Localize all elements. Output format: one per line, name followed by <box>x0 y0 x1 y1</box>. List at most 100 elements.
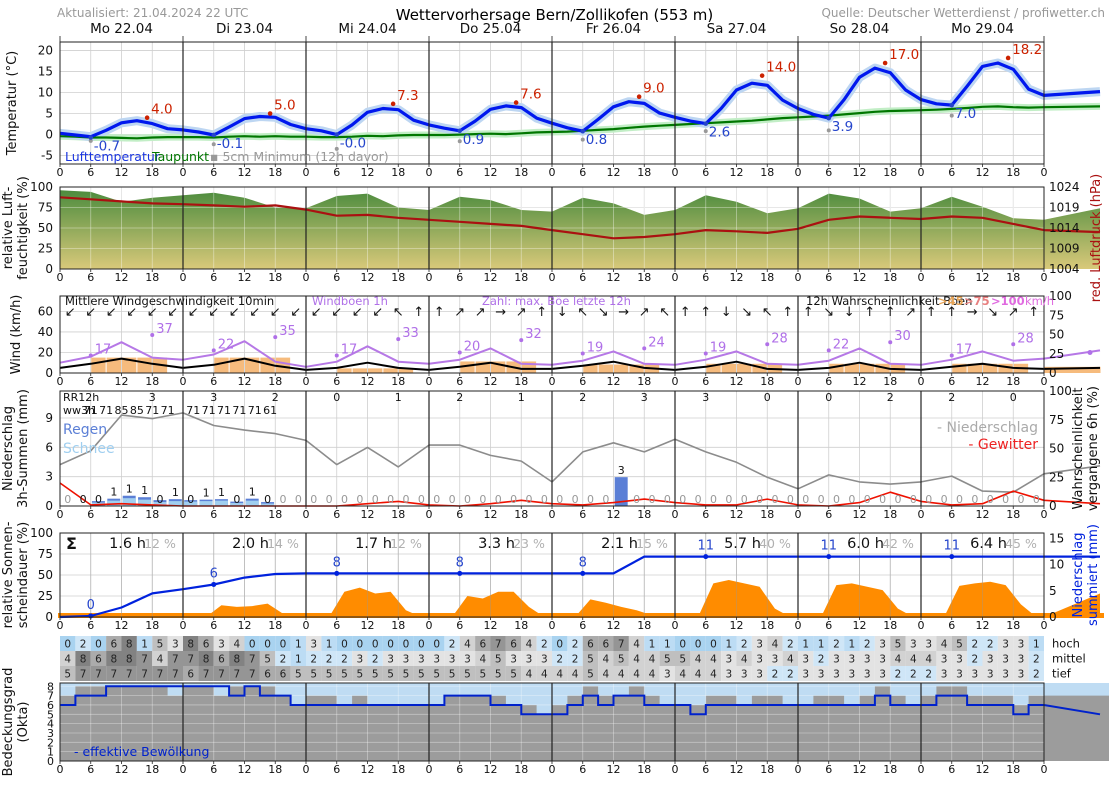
gust-prob-bar <box>875 363 890 373</box>
okta-cell-value: 0 <box>695 639 702 651</box>
okta-cell <box>367 651 383 666</box>
gust-num-label: 37 <box>156 322 173 337</box>
precip-3h-label: 0 <box>326 493 333 506</box>
x-tick-label: 0 <box>57 271 64 284</box>
okta-cell <box>905 651 921 666</box>
okta-cell-value: 4 <box>695 654 702 666</box>
max-temp-label: 7.6 <box>520 87 541 103</box>
okta-cell <box>75 636 91 651</box>
x-tick-label: 6 <box>702 271 709 284</box>
okta-cell <box>136 651 153 666</box>
okta-cell-value: 4 <box>895 654 902 666</box>
okta-cell <box>490 666 506 681</box>
x-tick-label: 12 <box>484 508 498 521</box>
x-tick-label: 0 <box>795 763 802 776</box>
precip-3h-label: 1 <box>141 484 148 497</box>
okta-cell <box>213 651 230 666</box>
precip-3h-label: 0 <box>971 493 978 506</box>
x-tick-label: 6 <box>333 619 340 632</box>
okta-cell <box>336 666 353 681</box>
okta-cell-value: 4 <box>633 639 640 651</box>
day-sun-pct: 42 % <box>882 536 914 551</box>
okta-cell-value: 0 <box>341 639 348 651</box>
okta-cell-value: 7 <box>95 669 102 681</box>
wind-direction-arrow: ↘ <box>823 305 834 320</box>
okta-cell <box>521 651 537 666</box>
x-tick-label: 12 <box>730 508 744 521</box>
x-tick-label: 18 <box>391 166 405 179</box>
wind-direction-arrow: ↗ <box>905 305 916 320</box>
x-tick-label: 6 <box>210 508 217 521</box>
y-tick-label: 0 <box>45 366 53 380</box>
gust-edge-dot <box>1087 349 1093 355</box>
x-tick-label: 6 <box>579 166 586 179</box>
x-tick-label: 12 <box>730 166 744 179</box>
gust-prob-bar <box>521 361 537 373</box>
y-tick-label: 3 <box>45 470 53 484</box>
okta-cell-value: 0 <box>710 639 717 651</box>
okta-cell-value: 0 <box>387 639 394 651</box>
okta-cell-value: 2 <box>326 654 333 666</box>
okta-cell-value: 2 <box>280 654 287 666</box>
x-tick-label: 6 <box>948 271 955 284</box>
okta-cell-value: 5 <box>895 639 902 651</box>
precip-3h-label: 0 <box>894 493 901 506</box>
legend-min5cm: ▪ 5cm Minimum (12h davor) <box>210 149 389 164</box>
x-tick-label: 0 <box>672 508 679 521</box>
okta-cell <box>321 636 337 651</box>
gust-num-dot <box>765 342 770 347</box>
okta-cell-value: 7 <box>618 639 625 651</box>
x-tick-label: 6 <box>456 508 463 521</box>
okta-cell-value: 2 <box>310 654 317 666</box>
x-tick-label: 18 <box>637 619 651 632</box>
okta-row-label: tief <box>1052 667 1072 681</box>
day-sun-hours: 6.0 h <box>847 536 884 552</box>
gust-prob-bar <box>829 363 844 373</box>
wind-direction-arrow: ↑ <box>680 305 691 320</box>
x-tick-label: 0 <box>303 271 310 284</box>
gust-prob-bar <box>460 361 475 373</box>
gust-num-label: 28 <box>771 331 788 346</box>
okta-cell <box>275 666 291 681</box>
okta-cell-value: 3 <box>941 669 948 681</box>
precip-3h-label: 0 <box>818 493 825 506</box>
x-tick-label: 0 <box>549 508 556 521</box>
okta-cell <box>459 651 476 666</box>
gust-prob-bar <box>383 368 398 373</box>
wind-prob-tick-label: 100 <box>1049 289 1072 303</box>
min-temp-dot <box>703 121 709 126</box>
effective-cloud-line <box>60 685 1101 716</box>
wind-direction-arrow: ↙ <box>352 305 363 320</box>
x-tick-label: 6 <box>702 619 709 632</box>
wind-direction-arrow: ↑ <box>782 305 793 320</box>
okta-cell-value: 3 <box>541 654 548 666</box>
wind-direction-arrow: ↙ <box>229 305 240 320</box>
x-tick-label: 6 <box>456 375 463 388</box>
y-tick-label: 9 <box>45 411 53 425</box>
min-temp-dot <box>211 132 217 138</box>
okta-cell-value: 3 <box>725 654 732 666</box>
x-tick-label: 0 <box>1041 166 1048 179</box>
okta-cell <box>628 666 645 681</box>
axis-title: 3h-Summen (mm) <box>16 389 31 508</box>
gust-num-dot <box>519 338 524 343</box>
okta-cell <box>552 651 568 666</box>
okta-cell-value: 5 <box>495 669 502 681</box>
x-tick-label: 12 <box>361 763 375 776</box>
cum-precip-label: 11 <box>697 539 714 554</box>
okta-cell <box>1013 666 1029 681</box>
x-tick-label: 12 <box>607 166 621 179</box>
okta-cell-value: 0 <box>679 639 686 651</box>
okta-cell <box>1028 636 1044 651</box>
min-temp-dot <box>949 102 955 108</box>
okta-cell-value: 2 <box>541 639 548 651</box>
day-sun-hours: 2.0 h <box>232 536 269 552</box>
day-sun-hours: 5.7 h <box>724 536 761 552</box>
ww3h-value: 85 <box>115 404 129 417</box>
wind-direction-arrow: ↗ <box>1008 305 1019 320</box>
okta-cell-value: 8 <box>187 639 194 651</box>
x-tick-label: 0 <box>549 271 556 284</box>
precip-3h-label: 0 <box>848 493 855 506</box>
okta-cell-value: 3 <box>772 654 779 666</box>
